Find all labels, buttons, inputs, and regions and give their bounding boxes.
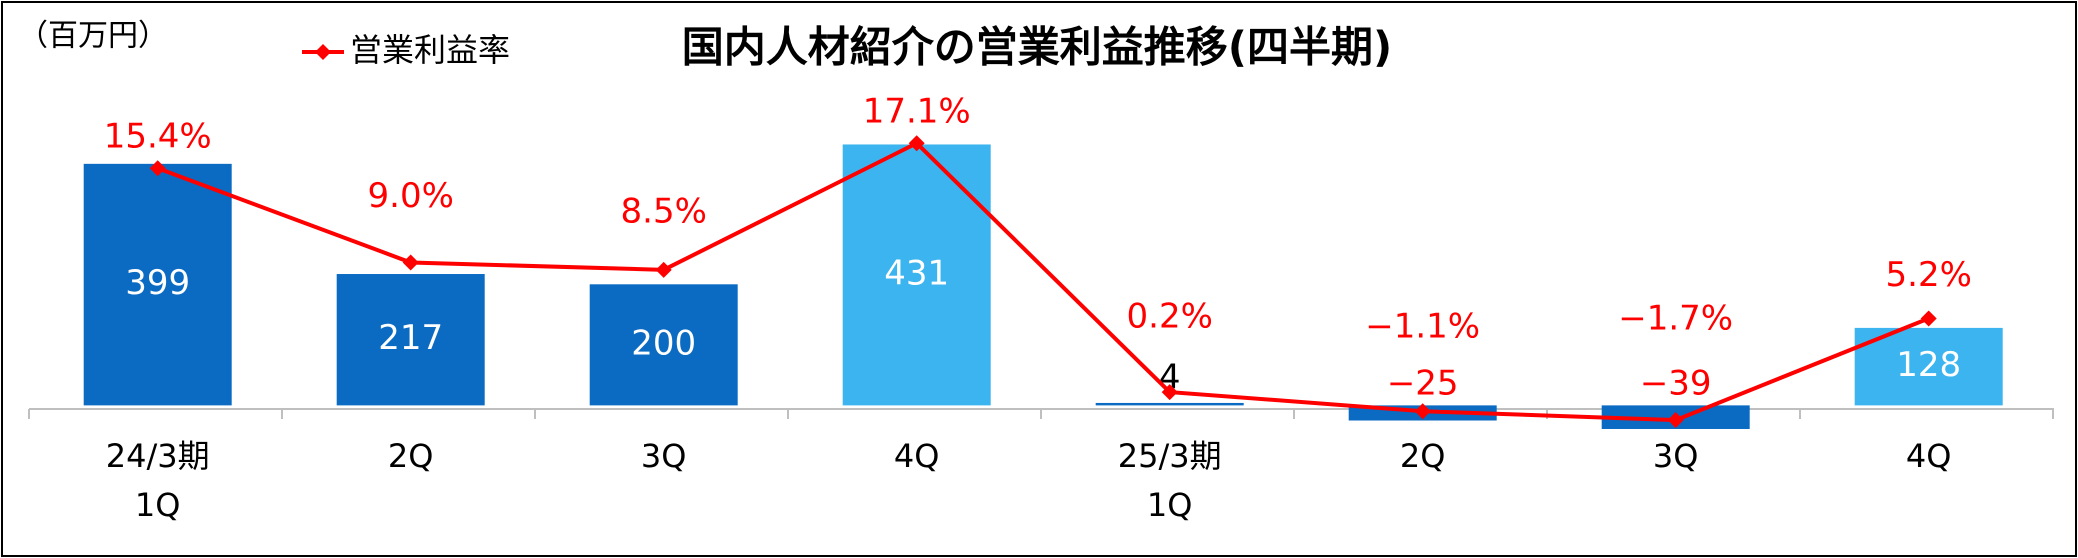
- bar: [1854, 327, 2003, 406]
- bar-value-label: 128: [1896, 345, 1961, 385]
- rate-value-label: 8.5%: [621, 191, 707, 231]
- x-tick-label: 3Q: [640, 437, 687, 475]
- x-tick-label: 2Q: [387, 437, 434, 475]
- rate-marker: [655, 261, 672, 278]
- x-tick-label: 4Q: [893, 437, 940, 475]
- bar-value-label: 399: [125, 263, 190, 303]
- bar: [589, 284, 738, 406]
- bar: [83, 163, 232, 406]
- rate-value-label: 15.4%: [104, 117, 212, 157]
- rate-marker: [149, 160, 166, 177]
- rate-marker: [1920, 310, 1937, 327]
- bar: [842, 144, 991, 406]
- unit-label: （百万円）: [18, 19, 168, 54]
- x-tick-label: 24/3期 1Q: [105, 437, 210, 524]
- rate-marker: [1414, 403, 1431, 420]
- x-tick-label: 25/3期 1Q: [1117, 437, 1222, 524]
- rate-value-label: −1.7%: [1618, 299, 1733, 339]
- bar-value-label: 200: [631, 323, 696, 363]
- rate-value-label: 5.2%: [1886, 255, 1972, 295]
- rate-value-label: −1.1%: [1365, 307, 1480, 347]
- legend-label: 営業利益率: [350, 31, 510, 69]
- x-tick-label: 3Q: [1652, 437, 1699, 475]
- legend-marker: [315, 44, 331, 60]
- bar: [1095, 402, 1244, 406]
- x-tick-label: 4Q: [1905, 437, 1952, 475]
- bar-value-label: −25: [1387, 364, 1459, 404]
- chart-title: 国内人材紹介の営業利益推移(四半期): [682, 23, 1392, 72]
- rate-marker: [402, 254, 419, 271]
- rate-value-label: 9.0%: [368, 176, 454, 216]
- rate-line: [157, 140, 1930, 423]
- rate-marker: [908, 135, 925, 152]
- bar: [336, 274, 485, 406]
- rate-value-label: 0.2%: [1127, 297, 1213, 337]
- bar-value-label: 431: [884, 253, 949, 293]
- rate-marker: [1161, 384, 1178, 401]
- bar-value-label: −39: [1640, 364, 1712, 404]
- bar-value-label: 217: [378, 318, 443, 358]
- rate-marker: [1667, 412, 1684, 429]
- rate-value-label: 17.1%: [863, 92, 971, 132]
- x-tick-label: 2Q: [1399, 437, 1446, 475]
